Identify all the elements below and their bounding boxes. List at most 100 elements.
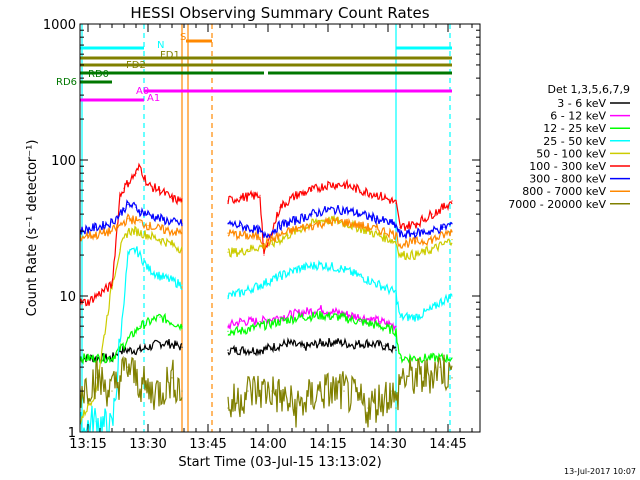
series-8-point — [431, 238, 433, 241]
series-4-point — [239, 292, 241, 294]
series-6-point — [343, 183, 345, 186]
series-4-point — [147, 267, 149, 269]
series-6-line-1 — [80, 162, 183, 307]
series-8-point — [139, 221, 141, 223]
series-6-point — [159, 189, 161, 191]
series-1-point — [159, 342, 161, 344]
series-8-point — [311, 224, 313, 227]
axes-layer: 1 10 100 1000 13:15 13:30 13:45 14:00 14:15 14:30… — [43, 18, 481, 452]
y-axis-label: Count Rate (s⁻¹ detector⁻¹) — [25, 140, 40, 317]
series-8-point — [111, 230, 113, 232]
series-6-point — [147, 184, 149, 187]
series-5-point — [431, 248, 433, 251]
chart-title: HESSI Observing Summary Count Rates — [130, 4, 429, 22]
series-6-point — [395, 202, 397, 204]
series-2-point — [299, 312, 301, 314]
legend-label: 12 - 25 keV — [543, 122, 606, 135]
flag-a0-label: A0 — [136, 86, 149, 97]
series-7-point — [135, 206, 137, 208]
series-9-point — [451, 377, 453, 379]
series-5-point — [287, 234, 289, 236]
series-1-point — [139, 349, 141, 351]
series-3-point — [379, 325, 381, 327]
series-4-point — [95, 420, 97, 422]
series-9-point — [295, 407, 297, 409]
series-7-line-1 — [80, 199, 183, 235]
series-4 — [80, 246, 453, 432]
series-4-point — [415, 316, 417, 318]
series-1-line-2 — [227, 337, 397, 357]
series-9-point — [171, 377, 173, 379]
series-7-point — [311, 213, 313, 215]
legend-label: 50 - 100 keV — [536, 147, 606, 160]
series-7-point — [295, 219, 297, 221]
y-tick-label: 100 — [51, 154, 76, 169]
series-6-point — [239, 196, 241, 199]
series-5-point — [159, 238, 161, 241]
series-7-point — [95, 226, 97, 228]
series-8-point — [147, 224, 149, 227]
series-5-point — [399, 254, 401, 256]
series-2-point — [359, 316, 361, 318]
series-9-line-1 — [80, 355, 183, 410]
series-2-point — [239, 320, 241, 323]
series-6-point — [327, 183, 329, 186]
series-7-point — [375, 218, 377, 220]
series-4-point — [259, 284, 261, 286]
series-4-point — [159, 275, 161, 277]
series-7-point — [359, 213, 361, 215]
series-2-point — [259, 320, 261, 323]
series-8-point — [171, 230, 173, 232]
series-2-point — [339, 312, 341, 314]
series-4-point — [339, 267, 341, 269]
series-1-point — [319, 342, 321, 344]
series-8-point — [343, 221, 345, 223]
series-6-point — [227, 200, 229, 202]
series-3-point — [259, 325, 261, 327]
series-7-point — [239, 224, 241, 227]
series-9-point — [423, 377, 425, 379]
series-5-point — [239, 251, 241, 253]
x-tick-label: 14:15 — [309, 437, 346, 452]
series-7-point — [227, 223, 229, 225]
series-8-line-2 — [227, 216, 453, 251]
series-9-point — [227, 407, 229, 409]
series-5-point — [127, 230, 129, 232]
series-6-point — [87, 301, 89, 303]
series-3-point — [339, 316, 341, 318]
series-1-point — [259, 349, 261, 351]
series-6-point — [279, 206, 281, 208]
series-5-point — [319, 219, 321, 221]
series-6-point — [295, 194, 297, 196]
flag-rd6-label: RD6 — [56, 77, 77, 88]
series-8-point — [87, 234, 89, 236]
series-5-point — [367, 230, 369, 232]
series-3-line-2 — [227, 310, 453, 365]
series-6-point — [111, 284, 113, 286]
x-tick-label: 13:45 — [189, 437, 226, 452]
series-9-point — [247, 390, 249, 392]
legend-item: 25 - 50 keV — [543, 135, 630, 148]
series-5-point — [247, 248, 249, 251]
series-6-point — [181, 200, 183, 202]
flag-fd2-label: FD2 — [126, 60, 146, 71]
series-1-point — [271, 346, 273, 348]
series-7-point — [87, 228, 89, 230]
series-5-point — [135, 230, 137, 232]
series-7-point — [399, 234, 401, 236]
series-9-point — [135, 377, 137, 379]
series-9-point — [147, 390, 149, 392]
series-3-line-1 — [80, 312, 183, 365]
legend-label: 3 - 6 keV — [557, 97, 606, 110]
series-2-point — [379, 320, 381, 323]
series-1-point — [181, 346, 183, 348]
legend-item: 800 - 7000 keV — [522, 185, 630, 198]
series-8-point — [119, 224, 121, 227]
series-3-point — [239, 330, 241, 332]
flag-fd1: FD1 — [80, 50, 452, 61]
series-8-point — [327, 221, 329, 223]
series-6-point — [375, 193, 377, 195]
series-3-point — [111, 357, 113, 359]
series-3-point — [181, 325, 183, 327]
